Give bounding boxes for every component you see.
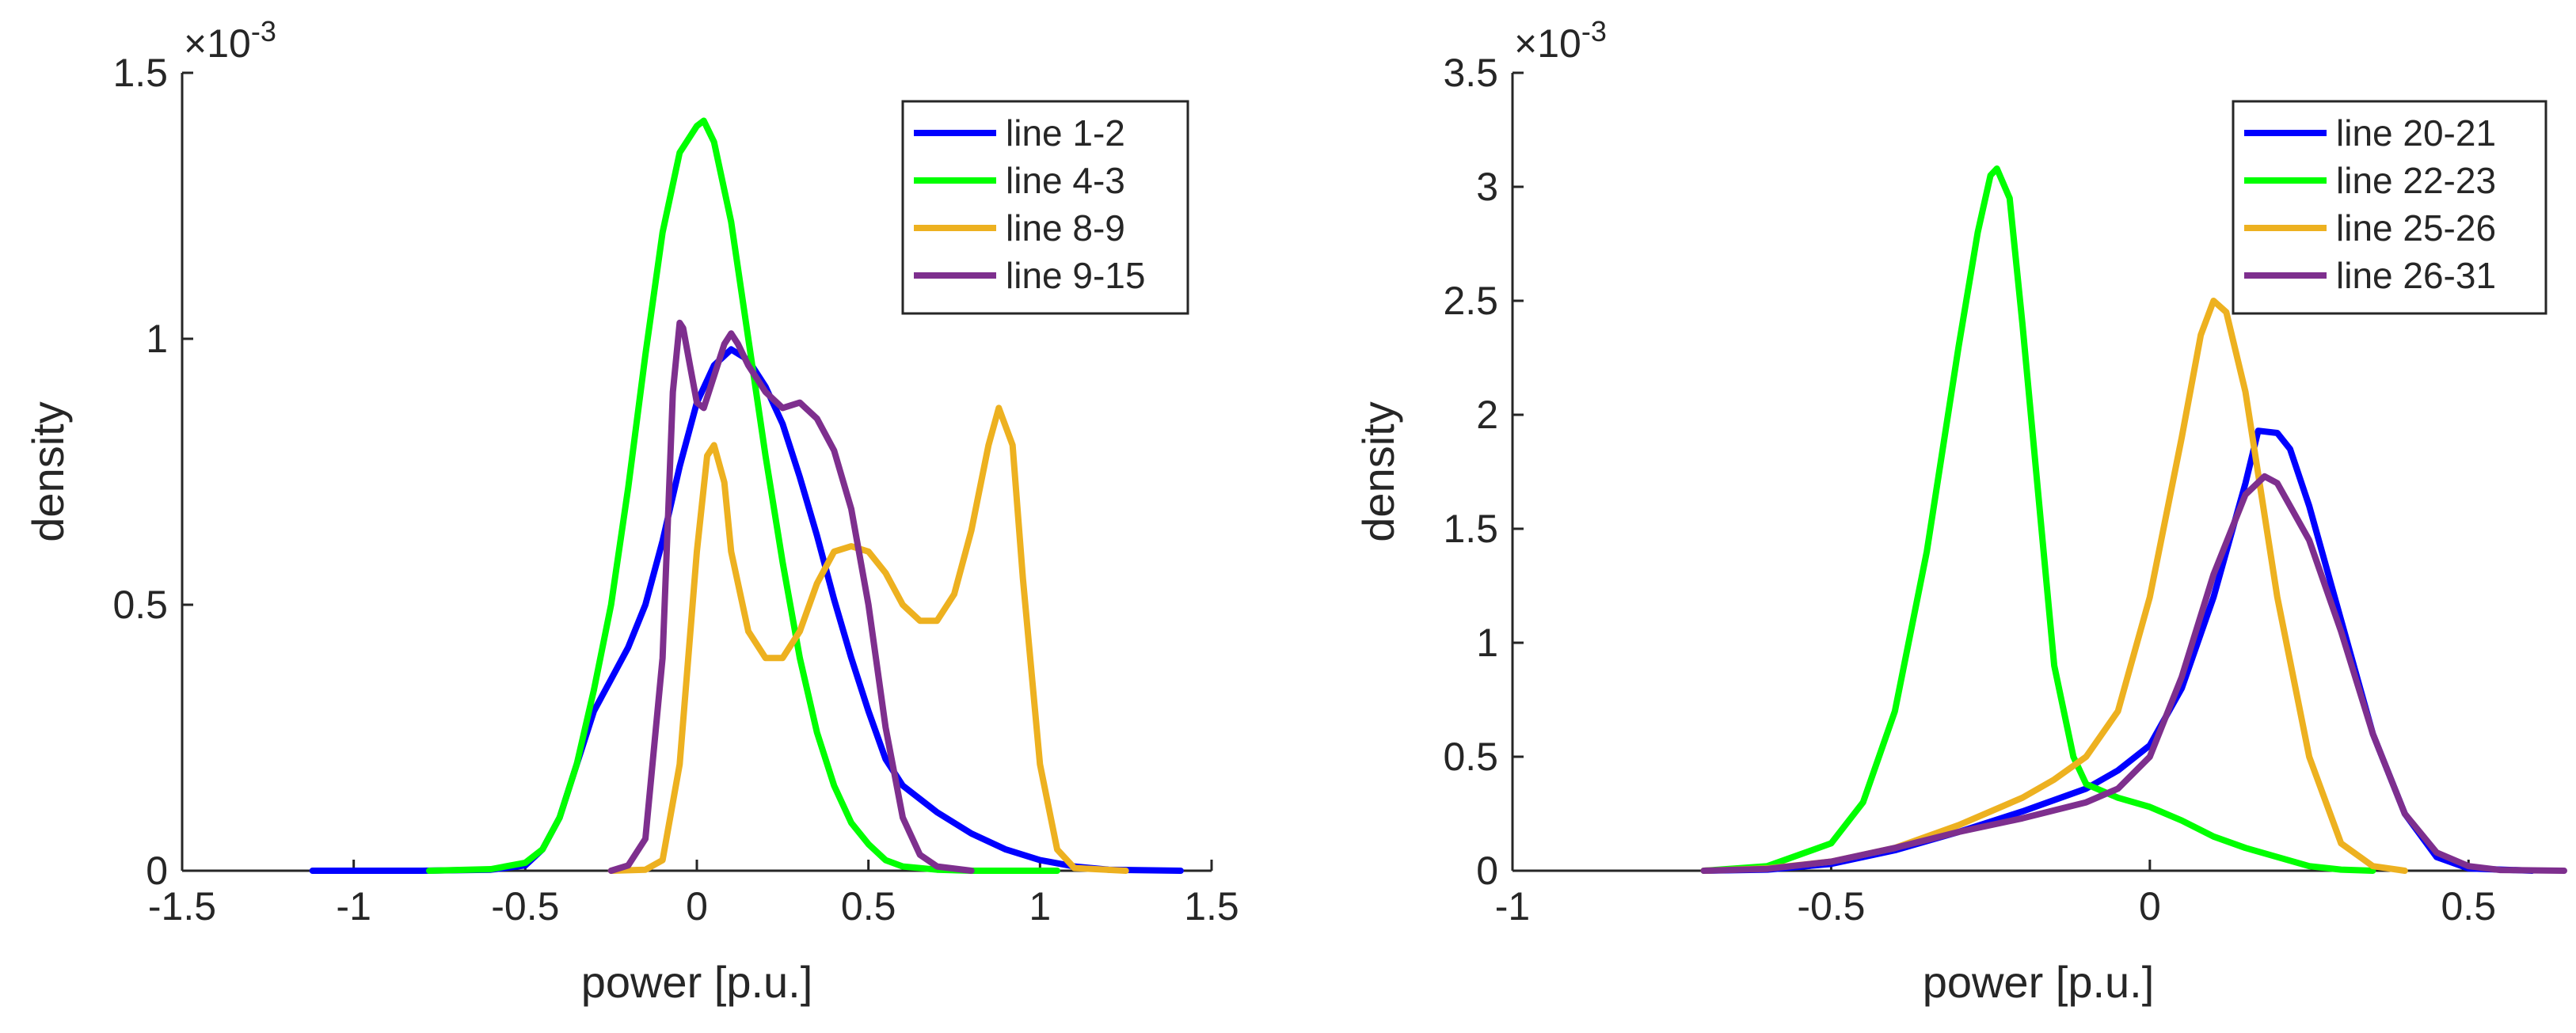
y-exponent-label: ×10-3 (184, 15, 276, 66)
y-tick-label: 2.5 (1443, 279, 1498, 323)
y-tick-label: 2 (1476, 393, 1498, 437)
x-axis-label: power [p.u.] (581, 957, 813, 1007)
x-axis-label: power [p.u.] (1923, 957, 2155, 1007)
series-line-line-22-23 (1700, 165, 2376, 874)
x-tick-label: -1 (336, 884, 371, 929)
y-tick-label: 3.5 (1443, 51, 1498, 95)
legend-entry-label: line 8-9 (1006, 207, 1125, 249)
series-line-line-4-3 (426, 117, 1060, 874)
x-tick-label: 0 (686, 884, 708, 929)
series-line-line-20-21 (1700, 427, 2536, 874)
y-tick-label: 1 (146, 317, 168, 361)
x-tick-label: 1.5 (1184, 884, 1239, 929)
y-tick-label: 0 (146, 849, 168, 893)
y-tick-label: 0 (1476, 849, 1498, 893)
legend: line 20-21 line 22-23 line 25-26 line 26-31 (2232, 100, 2547, 315)
series-line-line-26-31 (1700, 473, 2567, 874)
x-tick-label: -0.5 (1797, 884, 1865, 929)
y-tick-label: 0.5 (112, 583, 168, 627)
x-tick-label: 0.5 (841, 884, 896, 929)
chart-1: -1.5 -1 -0.5 0 0.5 1 1.5 0 0.5 1 1.5 ×10-3 power [p.… (23, 15, 1239, 1007)
y-tick-label: 3 (1476, 165, 1498, 209)
legend-entry-label: line 9-15 (1006, 255, 1145, 296)
y-tick-label: 1.5 (1443, 507, 1498, 551)
x-tick-label: -0.5 (491, 884, 559, 929)
legend-entry-label: line 22-23 (2336, 160, 2496, 201)
x-tick-label: -1 (1495, 884, 1530, 929)
x-tick-label: -1.5 (148, 884, 216, 929)
y-axis-label: density (1353, 401, 1403, 541)
x-tick-label: 0.5 (2441, 884, 2497, 929)
y-tick-label: 1 (1476, 621, 1498, 665)
chart-2: -1 -0.5 0 0.5 0 0.5 1 1.5 2 2.5 3 3.5 ×10-3 power [p.… (1353, 15, 2567, 1007)
y-exponent-label: ×10-3 (1514, 15, 1607, 66)
y-tick-label: 1.5 (112, 51, 168, 95)
legend-entry-label: line 25-26 (2336, 207, 2496, 249)
series-line-line-25-26 (1700, 298, 2408, 874)
series-line-line-9-15 (607, 319, 975, 874)
legend: line 1-2 line 4-3 line 8-9 line 9-15 (901, 100, 1189, 315)
y-tick-label: 0.5 (1443, 735, 1498, 779)
legend-entry-label: line 20-21 (2336, 112, 2496, 154)
x-tick-label: 1 (1029, 884, 1051, 929)
series-line-line-8-9 (607, 404, 1129, 874)
y-axis-label: density (23, 401, 73, 541)
x-tick-label: 0 (2139, 884, 2161, 929)
legend-entry-label: line 26-31 (2336, 255, 2496, 296)
legend-entry-label: line 4-3 (1006, 160, 1125, 201)
legend-entry-label: line 1-2 (1006, 112, 1125, 154)
